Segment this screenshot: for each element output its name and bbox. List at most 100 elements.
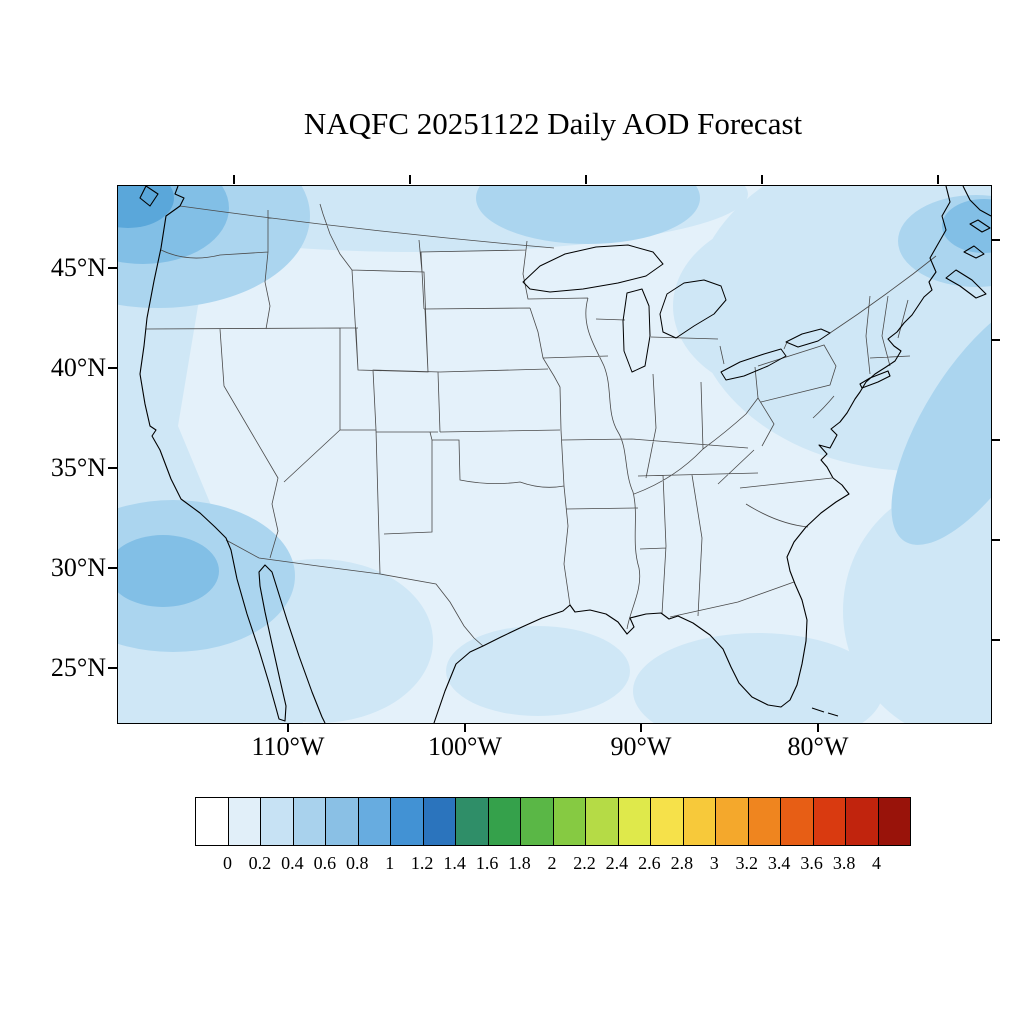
- lat-tick: [108, 467, 117, 469]
- colorbar-cell: [293, 798, 326, 845]
- aod-level5-region: [118, 186, 174, 228]
- gaspe-coast: [962, 186, 991, 217]
- colorbar-tick-label: 2.4: [605, 853, 629, 873]
- lake-erie: [720, 348, 787, 381]
- colorbar-cell: [196, 798, 229, 845]
- lat-label-35n: 35°N: [50, 453, 106, 482]
- colorbar-cell: [553, 798, 586, 845]
- vancouver-island: [139, 186, 159, 207]
- lake-huron: [659, 279, 727, 339]
- lat-tick: [108, 367, 117, 369]
- colorbar-tick-label: 1: [385, 853, 395, 873]
- colorbar-tick-label: 1.8: [508, 853, 531, 873]
- colorbar-tick-label: 0.6: [313, 853, 337, 873]
- state-borders-path: [145, 203, 937, 647]
- lake-superior: [522, 244, 664, 293]
- colorbar-cell: [488, 798, 521, 845]
- lat-tick: [108, 267, 117, 269]
- colorbar-cell: [618, 798, 651, 845]
- colorbar-tick-label: 0: [222, 853, 232, 873]
- colorbar-tick-label: 4: [872, 853, 882, 873]
- lon-label-100w: 100°W: [428, 732, 502, 761]
- lon-label-80w: 80°W: [787, 732, 849, 761]
- lat-tick-right: [991, 439, 1000, 441]
- colorbar-tick-label: 0.4: [281, 853, 304, 873]
- lon-tick: [640, 723, 642, 732]
- colorbar-tick-label: 3.2: [735, 853, 758, 873]
- colorbar-tick-label: 3: [709, 853, 719, 873]
- lon-tick: [464, 723, 466, 732]
- colorbar-cell: [423, 798, 456, 845]
- lat-tick-right: [991, 239, 1000, 241]
- colorbar-tick-label: 2.6: [638, 853, 661, 873]
- lat-tick-right: [991, 539, 1000, 541]
- page-title: NAQFC 20251122 Daily AOD Forecast: [303, 106, 803, 141]
- anticosti-island: [969, 219, 991, 233]
- coastline-path: [139, 186, 951, 723]
- colorbar-cell: [586, 798, 619, 845]
- colorbar-cell: [846, 798, 879, 845]
- aod-level2-region: [446, 626, 630, 716]
- colorbar-cell: [228, 798, 261, 845]
- map-canvas: [117, 185, 992, 724]
- nova-scotia: [945, 269, 987, 299]
- colorbar-cell: [651, 798, 684, 845]
- colorbar-cell: [781, 798, 814, 845]
- colorbar-tick-label: 0.2: [248, 853, 272, 873]
- lon-tick-top: [409, 175, 411, 184]
- lake-ontario: [785, 328, 831, 348]
- great-lakes-group: [522, 244, 831, 381]
- lat-tick-right: [991, 339, 1000, 341]
- colorbar-tick-label: 3.6: [800, 853, 823, 873]
- aod-field: [118, 186, 991, 723]
- lon-tick-top: [585, 175, 587, 184]
- lon-tick: [287, 723, 289, 732]
- lat-label-25n: 25°N: [50, 653, 106, 682]
- long-island: [859, 370, 891, 389]
- colorbar-tick-label: 2.8: [670, 853, 694, 873]
- lon-label-110w: 110°W: [251, 732, 325, 761]
- aod-level2-region: [843, 481, 991, 723]
- lon-tick-top: [233, 175, 235, 184]
- colorbar-cell: [326, 798, 359, 845]
- lat-label-40n: 40°N: [50, 353, 106, 382]
- lat-label-30n: 30°N: [50, 553, 106, 582]
- us-map-svg: [118, 186, 991, 723]
- colorbar-cell: [716, 798, 749, 845]
- lon-label-90w: 90°W: [610, 732, 672, 761]
- lat-label-45n: 45°N: [50, 253, 106, 282]
- colorbar-cell: [683, 798, 716, 845]
- colorbar-tick-label: 1.4: [443, 853, 466, 873]
- colorbar-cell: [261, 798, 294, 845]
- lat-tick-right: [991, 639, 1000, 641]
- colorbar-tick-label: 2.2: [573, 853, 596, 873]
- aod-level3-region: [476, 186, 700, 244]
- lon-tick-top: [937, 175, 939, 184]
- aod-level4-region: [118, 535, 219, 607]
- lon-tick: [817, 723, 819, 732]
- colorbar-cell: [456, 798, 489, 845]
- aod-level4-region: [942, 199, 991, 253]
- colorbar-tick-label: 1.6: [475, 853, 499, 873]
- lake-michigan: [622, 288, 651, 373]
- islands-group: [139, 186, 991, 389]
- colorbar-tick-label: 1.2: [410, 853, 434, 873]
- colorbar-cell: [748, 798, 781, 845]
- aod-level2-region: [673, 214, 923, 398]
- colorbar-cell: [521, 798, 554, 845]
- colorbar-tick-label: 0.8: [346, 853, 369, 873]
- colorbar-tick-label: 2: [547, 853, 557, 873]
- colorbar: [195, 797, 911, 846]
- lat-tick: [108, 667, 117, 669]
- lon-tick-top: [761, 175, 763, 184]
- prince-edward-island: [963, 245, 985, 259]
- colorbar-cell: [391, 798, 424, 845]
- aod-level2-region: [633, 633, 883, 723]
- lat-tick: [108, 567, 117, 569]
- colorbar-tick-label: 3.8: [832, 853, 856, 873]
- aod-level3-region: [891, 297, 991, 545]
- colorbar-cell: [813, 798, 846, 845]
- colorbar-tick-label: 3.4: [767, 853, 791, 873]
- colorbar-cell: [358, 798, 391, 845]
- colorbar-cell: [878, 798, 910, 845]
